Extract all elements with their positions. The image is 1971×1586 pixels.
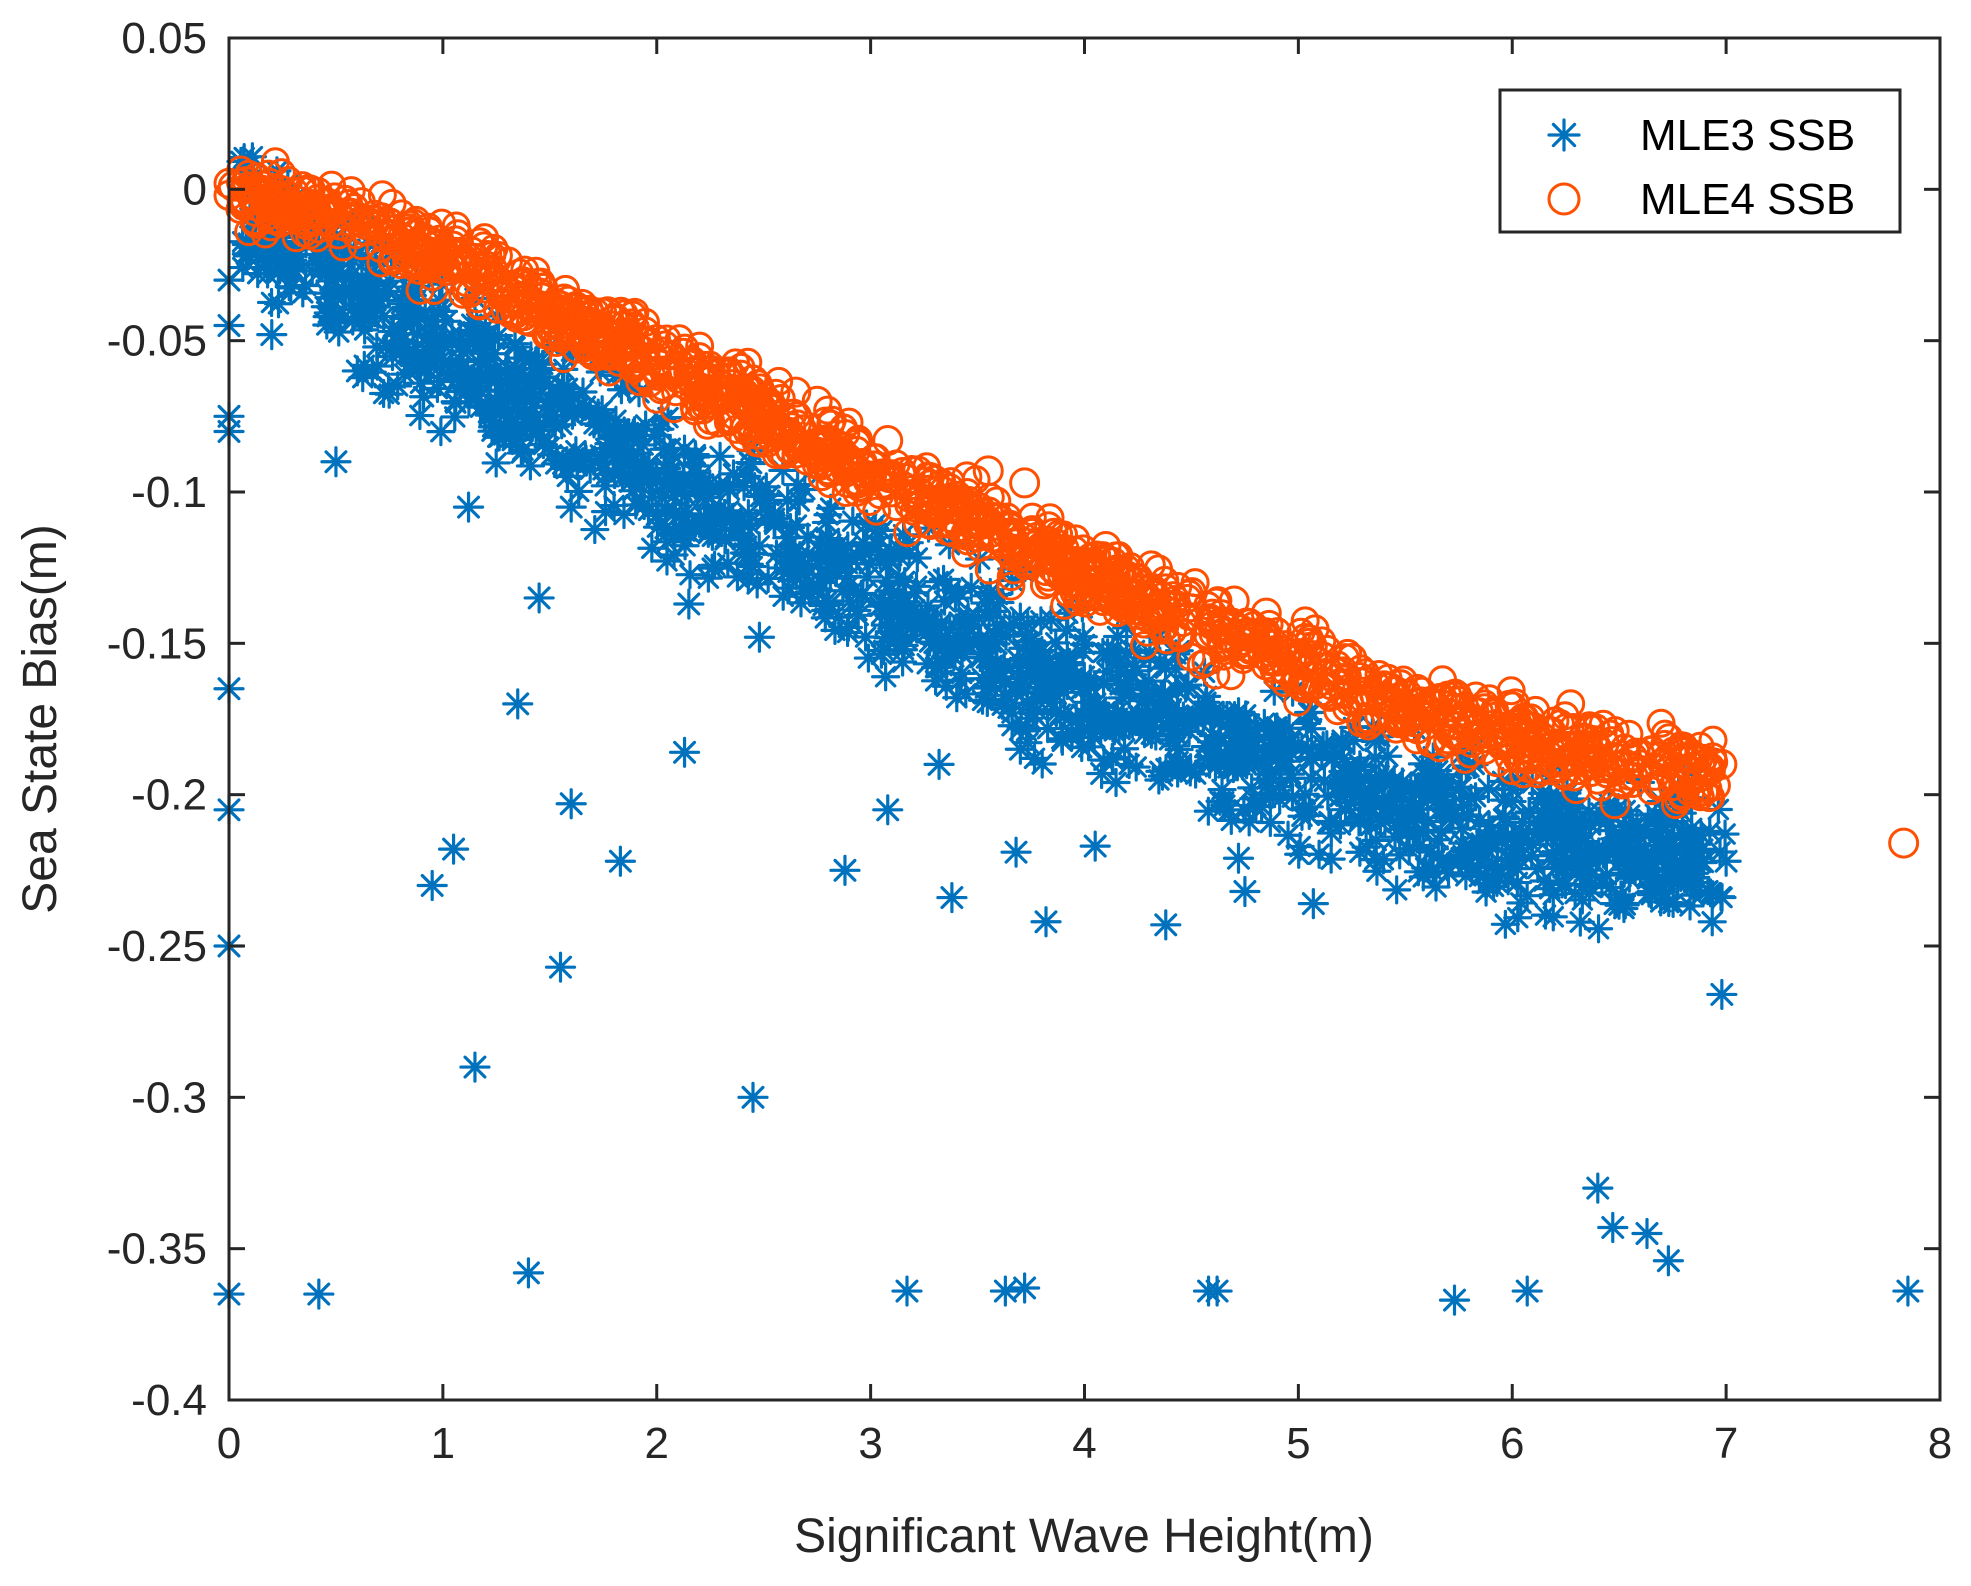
series-mle3-ssb — [213, 142, 1924, 1316]
mle3-point — [1316, 844, 1346, 874]
mle3-point — [652, 527, 682, 557]
asterisk-stroke — [1240, 777, 1263, 799]
asterisk-stroke — [1385, 879, 1408, 901]
asterisk-stroke — [1587, 917, 1610, 940]
asterisk-stroke — [858, 553, 880, 575]
mle3-point — [942, 683, 972, 713]
mle3-point — [481, 448, 511, 478]
mle3-point — [1404, 774, 1435, 804]
mle3-point — [1294, 697, 1324, 728]
mle3-point — [1255, 807, 1285, 838]
asterisk-stroke — [1679, 895, 1701, 917]
mle3-point — [1069, 629, 1100, 660]
mle3-point — [580, 514, 610, 545]
mle3-point — [871, 662, 901, 692]
points-layer — [213, 142, 1924, 1316]
asterisk-stroke — [1366, 860, 1388, 883]
mle3-point — [405, 400, 435, 431]
asterisk-stroke — [1031, 753, 1054, 775]
asterisk-stroke — [584, 518, 606, 541]
mle3-point — [1285, 831, 1315, 862]
mle3-point — [1565, 907, 1595, 937]
mle3-point — [1027, 749, 1057, 779]
asterisk-stroke — [1281, 786, 1304, 808]
mle3-point — [945, 665, 975, 695]
asterisk-stroke — [945, 686, 968, 709]
mle3-point — [1583, 914, 1614, 944]
mle3-point — [1121, 752, 1151, 782]
asterisk-stroke — [1363, 848, 1386, 871]
mle3-point — [705, 441, 735, 471]
asterisk-stroke — [613, 503, 635, 526]
mle3-point — [1382, 875, 1412, 905]
asterisk-stroke — [709, 445, 731, 468]
